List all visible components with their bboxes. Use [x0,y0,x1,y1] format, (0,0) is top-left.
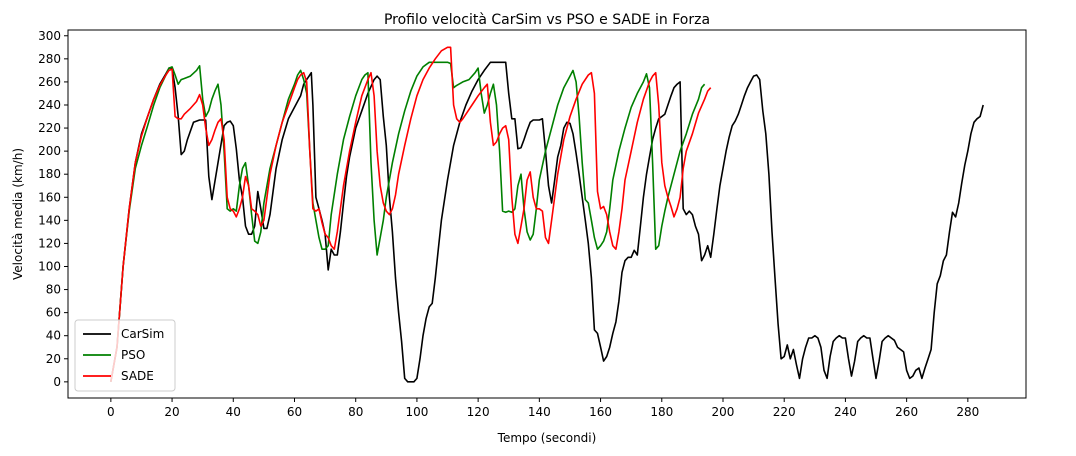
y-tick-label: 140 [38,213,61,227]
x-tick-label: 0 [107,405,115,419]
x-tick-label: 40 [226,405,241,419]
series-line-carsim [110,61,984,383]
x-tick-label: 120 [467,405,490,419]
x-tick-label: 140 [528,405,551,419]
x-axis: 0 20 40 60 80 100 120 140 160 180 200 220 240 260 280 [107,398,979,419]
y-tick-label: 0 [53,375,61,389]
x-tick-label: 100 [405,405,428,419]
y-tick-label: 80 [46,283,61,297]
y-tick-label: 60 [46,306,61,320]
series-line-pso [110,61,706,382]
y-tick-label: 120 [38,236,61,250]
legend-label-sade: SADE [121,369,154,383]
x-tick-label: 260 [895,405,918,419]
y-tick-label: 160 [38,190,61,204]
x-tick-label: 220 [773,405,796,419]
legend: CarSim PSO SADE [74,319,176,392]
x-tick-label: 240 [834,405,857,419]
y-axis: 0 20 40 60 80 100 120 140 160 180 200 220 240 260 280 3… [38,29,68,389]
x-tick-label: 160 [589,405,612,419]
legend-label-pso: PSO [121,348,145,362]
legend-box [74,319,176,392]
y-tick-label: 220 [38,121,61,135]
y-tick-label: 20 [46,352,61,366]
y-tick-label: 40 [46,329,61,343]
y-tick-label: 180 [38,167,61,181]
y-tick-label: 200 [38,144,61,158]
y-tick-label: 100 [38,259,61,273]
y-tick-label: 240 [38,98,61,112]
x-tick-label: 280 [956,405,979,419]
x-tick-label: 60 [287,405,302,419]
x-tick-label: 80 [348,405,363,419]
x-axis-label: Tempo (secondi) [497,431,597,445]
y-tick-label: 280 [38,52,61,66]
series-layer [110,46,984,383]
y-tick-label: 300 [38,29,61,43]
legend-label-carsim: CarSim [121,327,164,341]
y-axis-label: Velocità media (km/h) [11,148,25,280]
x-tick-label: 20 [164,405,179,419]
x-tick-label: 200 [712,405,735,419]
y-tick-label: 260 [38,75,61,89]
plot-frame [67,29,1027,399]
x-tick-label: 180 [650,405,673,419]
series-line-sade [110,46,712,382]
chart-title: Profilo velocità CarSim vs PSO e SADE in… [384,12,710,28]
